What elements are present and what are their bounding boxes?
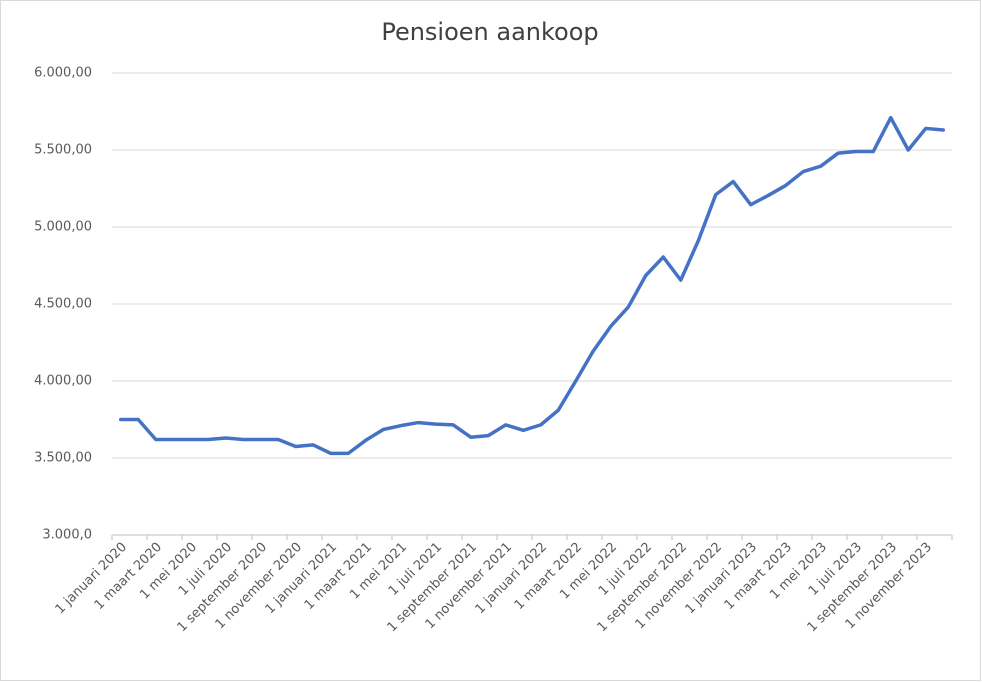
y-tick-label: 4.500,00 — [34, 297, 92, 312]
y-tick-label: 5.500,00 — [34, 143, 92, 158]
y-tick-label: 4.000,00 — [34, 374, 92, 389]
y-tick-label: 6.000,00 — [34, 66, 92, 81]
y-tick-label: 3.500,00 — [34, 451, 92, 466]
chart-title: Pensioen aankoop — [381, 18, 598, 46]
y-tick-label: 5.000,00 — [34, 220, 92, 235]
y-tick-label: 3.000,0 — [42, 528, 92, 543]
line — [119, 115, 945, 456]
